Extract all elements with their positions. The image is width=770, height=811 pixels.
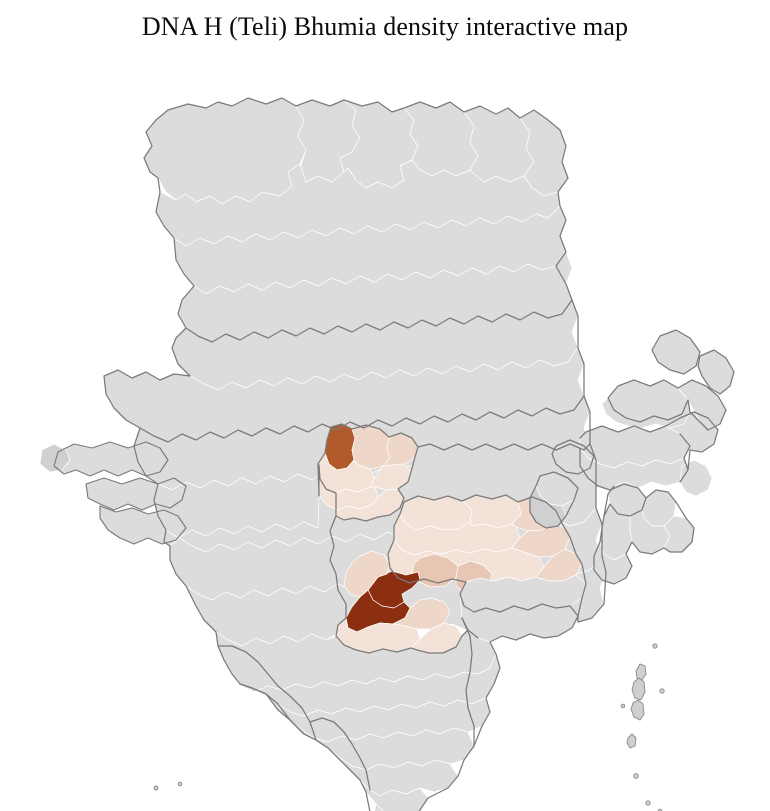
state-border xyxy=(393,494,587,617)
state-border xyxy=(317,446,419,522)
state-border xyxy=(139,395,585,443)
india-choropleth-map[interactable] xyxy=(0,46,770,811)
island-dot[interactable] xyxy=(645,800,651,806)
state-border xyxy=(607,379,727,431)
island-dot[interactable] xyxy=(659,688,665,694)
state-border xyxy=(551,439,595,475)
state-border xyxy=(529,471,579,529)
district-no-data[interactable] xyxy=(143,97,307,205)
state-border xyxy=(579,411,719,483)
state-border xyxy=(309,717,371,791)
island-dot[interactable] xyxy=(633,773,639,779)
state-border xyxy=(185,299,573,343)
lakshadweep-dot[interactable] xyxy=(153,785,159,791)
state-border xyxy=(387,525,579,617)
state-border xyxy=(697,349,735,395)
state-border xyxy=(579,447,695,585)
state-border xyxy=(329,515,479,654)
andaman-island[interactable] xyxy=(635,663,647,681)
coastline xyxy=(53,441,169,477)
state-borders-layer xyxy=(53,97,735,811)
district-no-data[interactable] xyxy=(39,443,71,473)
state-border xyxy=(603,497,647,517)
state-border xyxy=(239,265,607,811)
district-no-data[interactable] xyxy=(372,803,404,811)
state-border xyxy=(217,645,317,741)
page-title: DNA H (Teli) Bhumia density interactive … xyxy=(141,12,629,41)
base-districts-layer xyxy=(39,97,735,811)
state-border xyxy=(155,97,569,267)
district-no-data[interactable] xyxy=(679,459,713,497)
island-dot[interactable] xyxy=(620,703,626,709)
state-border xyxy=(651,329,701,375)
district-low-density[interactable] xyxy=(343,550,391,598)
state-border xyxy=(103,119,241,685)
andaman-island[interactable] xyxy=(631,677,646,701)
map-canvas[interactable] xyxy=(0,46,770,811)
lakshadweep-dot[interactable] xyxy=(177,781,183,787)
state-border xyxy=(461,617,475,747)
nicobar-island[interactable] xyxy=(626,733,637,749)
coastline xyxy=(85,477,187,511)
state-border xyxy=(239,683,329,749)
state-border xyxy=(317,423,591,465)
andaman-island[interactable] xyxy=(630,699,645,721)
island-dot[interactable] xyxy=(652,643,658,649)
coastline xyxy=(99,505,187,545)
